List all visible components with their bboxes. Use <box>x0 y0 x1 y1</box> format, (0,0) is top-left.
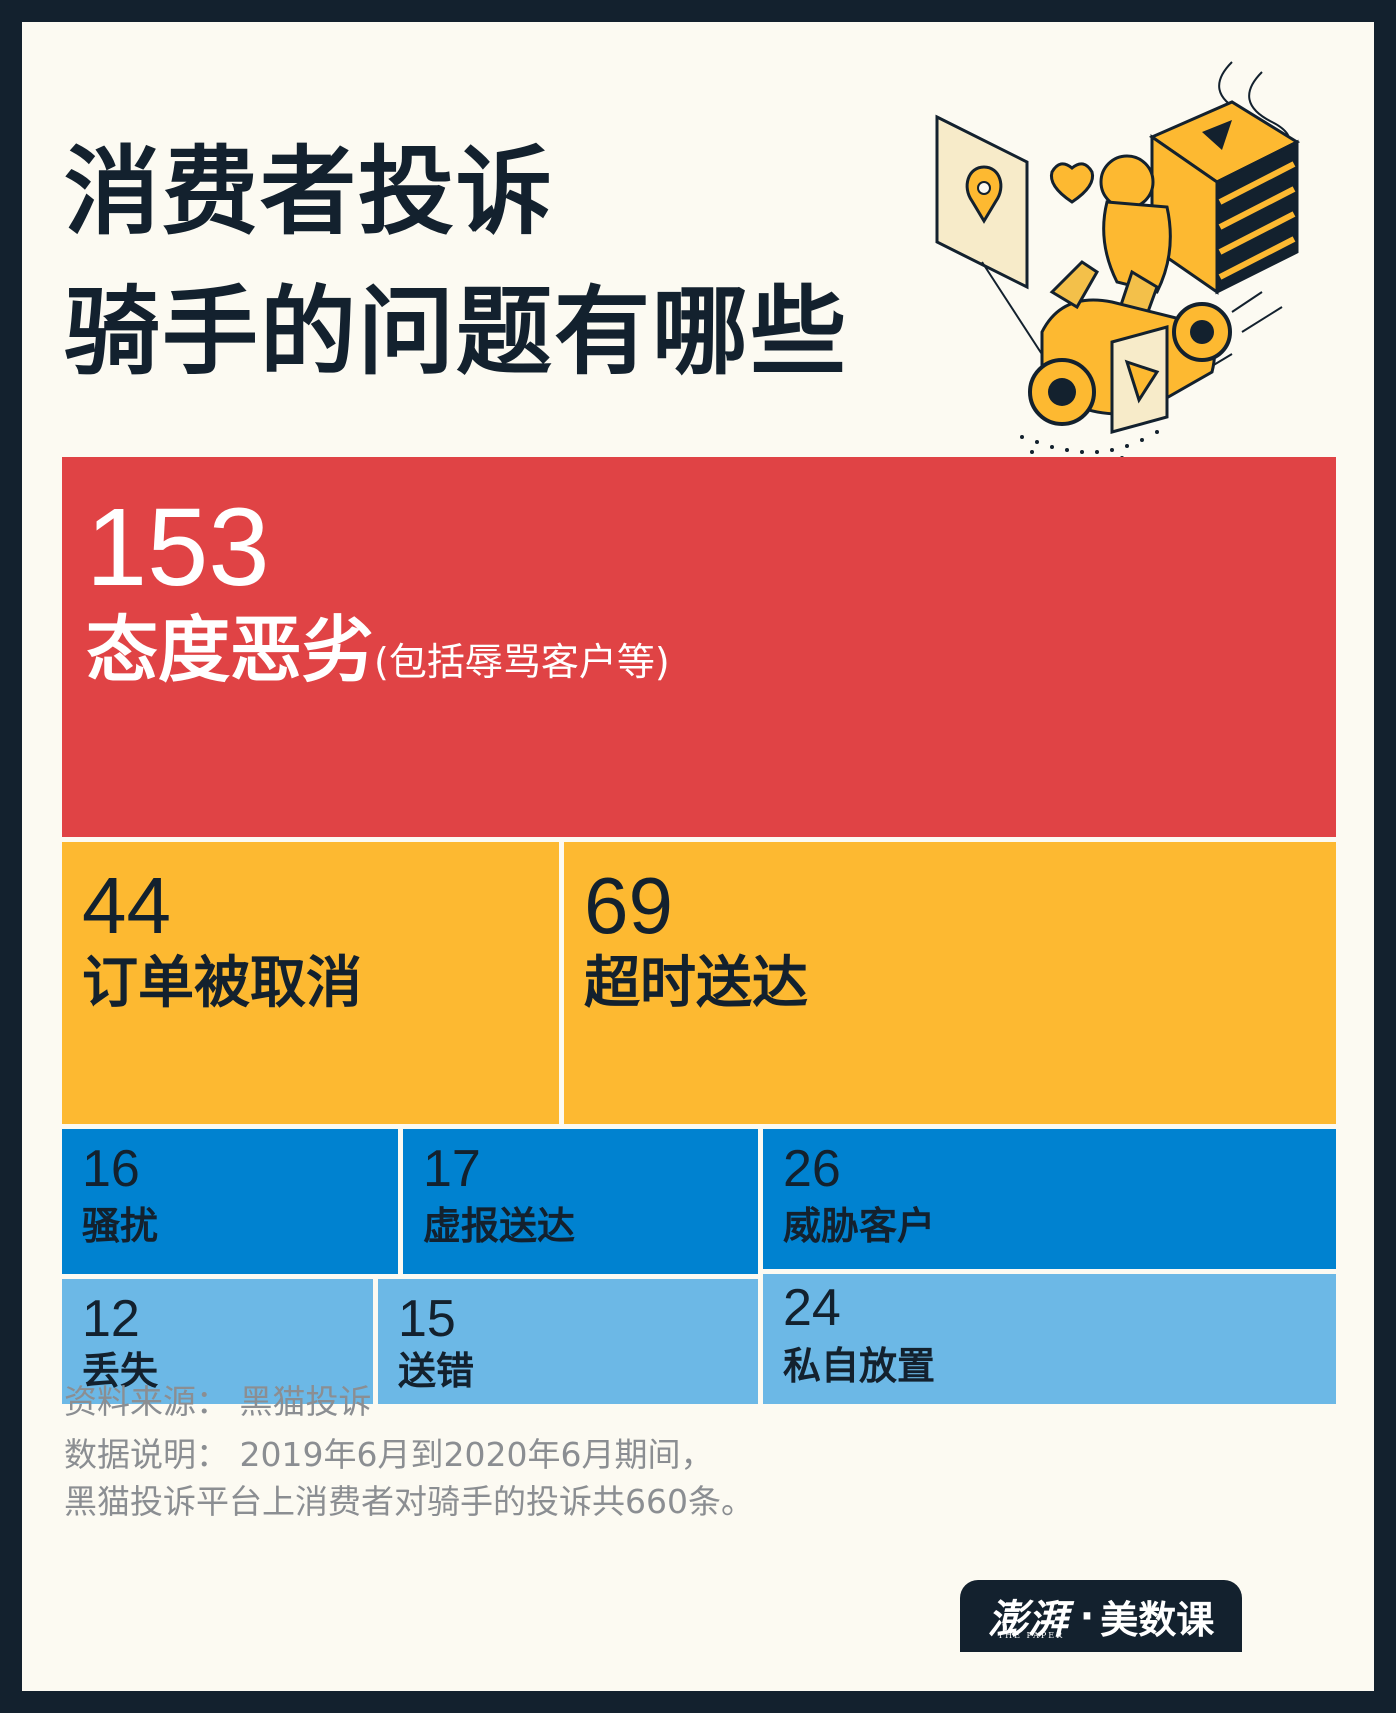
brand-logo: 澎湃 THE PAPER · 美数课 <box>960 1580 1242 1652</box>
treemap-tile-attitude: 153 态度恶劣(包括辱骂客户等) <box>62 457 1336 837</box>
treemap-tile-lost: 12 丢失 <box>62 1279 373 1404</box>
page-title: 消费者投诉 骑手的问题有哪些 <box>64 122 848 402</box>
logo-dot: · <box>1079 1594 1095 1638</box>
tile-label: 骚扰 <box>82 1204 159 1248</box>
data-note-line-2: 黑猫投诉平台上消费者对骑手的投诉共660条。 <box>64 1482 754 1521</box>
brand-sub: THE PAPER <box>997 1631 1065 1640</box>
tile-label: 订单被取消 <box>82 951 362 1016</box>
tile-value: 16 <box>82 1140 140 1198</box>
title-line-2: 骑手的问题有哪些 <box>64 276 848 388</box>
treemap-tile-late-delivery: 69 超时送达 <box>564 842 1336 1124</box>
tile-value: 17 <box>423 1140 481 1198</box>
tile-sublabel: (包括辱骂客户等) <box>374 640 670 684</box>
column-name: 美数课 <box>1100 1597 1215 1642</box>
tile-value: 69 <box>584 861 673 950</box>
tile-label: 态度恶劣(包括辱骂客户等) <box>86 608 670 692</box>
brand-name: 澎湃 THE PAPER <box>987 1596 1068 1643</box>
title-line-1: 消费者投诉 <box>64 136 554 248</box>
tile-value: 12 <box>82 1290 140 1348</box>
tile-value: 15 <box>398 1290 456 1348</box>
treemap-tile-harassment: 16 骚扰 <box>62 1129 398 1274</box>
treemap-tile-threat: 26 威胁客户 <box>763 1129 1336 1269</box>
treemap-tile-wrong-delivery: 15 送错 <box>378 1279 758 1404</box>
tile-label: 私自放置 <box>783 1344 936 1388</box>
tile-label: 送错 <box>398 1349 475 1393</box>
data-source: 资料来源： 黑猫投诉 <box>64 1382 372 1421</box>
treemap-chart: 153 态度恶劣(包括辱骂客户等) 44 订单被取消 69 超时送达 16 骚扰 17 虚报送达 2… <box>62 457 1336 1432</box>
treemap-tile-order-cancelled: 44 订单被取消 <box>62 842 559 1124</box>
tile-value: 153 <box>86 486 270 609</box>
tile-label: 丢失 <box>82 1349 159 1393</box>
tile-label: 威胁客户 <box>783 1204 936 1248</box>
tile-label: 超时送达 <box>584 951 808 1016</box>
tile-value: 26 <box>783 1140 841 1198</box>
infographic-card: 消费者投诉 骑手的问题有哪些 <box>22 22 1374 1691</box>
tile-value: 24 <box>783 1279 841 1337</box>
tile-value: 44 <box>82 861 171 950</box>
delivery-rider-scooter-icon <box>935 61 1301 464</box>
treemap-tile-unauthorized-placement: 24 私自放置 <box>763 1274 1336 1404</box>
treemap-tile-false-delivery: 17 虚报送达 <box>403 1129 758 1274</box>
tile-label: 虚报送达 <box>423 1204 576 1248</box>
data-note-line-1: 数据说明： 2019年6月到2020年6月期间， <box>64 1435 714 1474</box>
